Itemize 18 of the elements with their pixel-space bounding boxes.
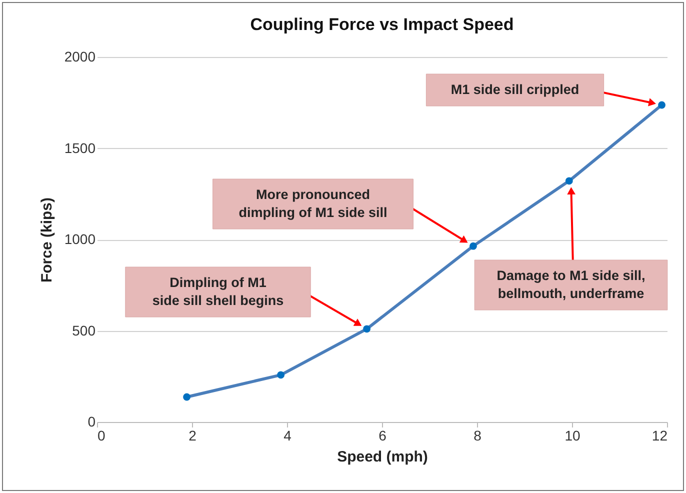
annotation: More pronounced dimpling of M1 side sill bbox=[238, 187, 388, 220]
annotation: M1 side sill crippled bbox=[450, 82, 580, 97]
y-tick-label: 0 bbox=[88, 414, 96, 430]
annotation: Damage to M1 side sill, bellmouth, underframe bbox=[496, 268, 646, 301]
y-axis-title: Force (kips) bbox=[38, 197, 56, 283]
y-tick-label: 1500 bbox=[64, 140, 96, 156]
chart-title: Coupling Force vs Impact Speed bbox=[250, 15, 514, 34]
x-tick-label: 10 bbox=[564, 428, 580, 444]
x-axis-title: Speed (mph) bbox=[337, 448, 428, 466]
y-tick-label: 2000 bbox=[64, 48, 96, 64]
x-tick-label: 2 bbox=[188, 428, 197, 444]
y-tick-label: 500 bbox=[72, 322, 96, 338]
x-tick-label: 4 bbox=[284, 428, 292, 444]
x-tick-label: 12 bbox=[652, 428, 668, 444]
y-tick-label: 1000 bbox=[64, 231, 96, 247]
x-tick-label: 6 bbox=[378, 428, 387, 444]
annotation: Dimpling of M1 side sill shell begins bbox=[152, 275, 284, 308]
x-tick-label: 8 bbox=[474, 428, 482, 444]
